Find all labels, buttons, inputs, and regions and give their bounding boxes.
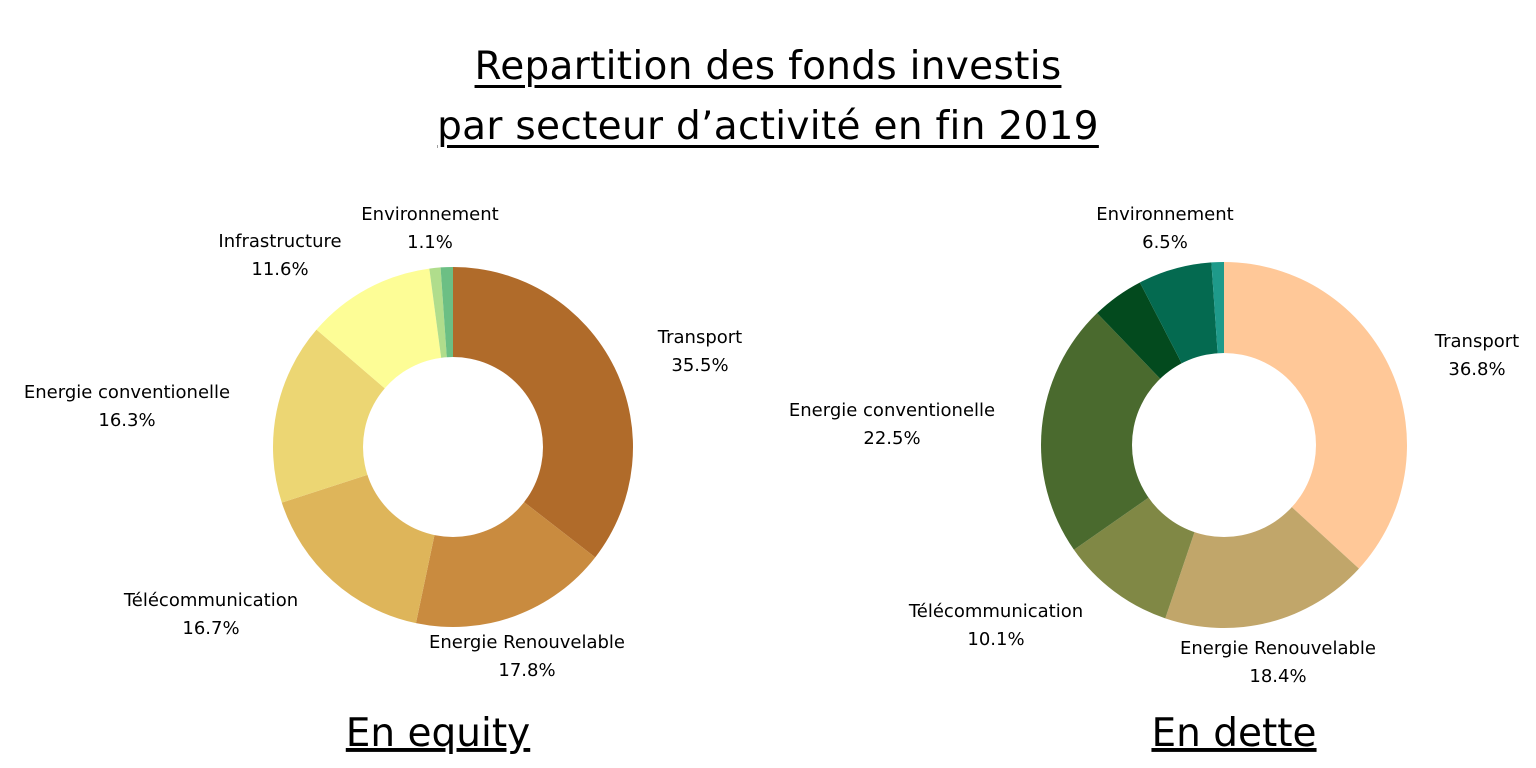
donut-hole: [1132, 353, 1316, 537]
slice-value-telecommunication: 16.7%: [182, 618, 239, 639]
slice-value-infrastructure: 11.6%: [251, 259, 308, 280]
slice-label-energie-conventionelle: Energie conventionelle: [24, 382, 230, 403]
slice-value-telecommunication: 10.1%: [967, 629, 1024, 650]
slice-energie-conventionelle: [1041, 313, 1224, 550]
slice-transport: [1224, 262, 1407, 569]
slice-value-transport: 36.8%: [1448, 359, 1505, 380]
slice-label-environnement: Environnement: [361, 204, 498, 225]
chart-subtitle-dette: En dette: [1151, 711, 1316, 756]
slice-value-energie-conventionelle: 22.5%: [863, 428, 920, 449]
slice-label-infrastructure: Infrastructure: [218, 231, 341, 252]
slice-value-environnement: 1.1%: [407, 232, 453, 253]
slice-label-transport: Transport: [657, 327, 742, 348]
slice-value-transport: 35.5%: [671, 355, 728, 376]
chart-subtitle-equity: En equity: [346, 711, 530, 756]
slice-label-telecommunication: Télécommunication: [908, 601, 1083, 622]
slice-label-energie-conventionelle: Energie conventionelle: [789, 400, 995, 421]
slice-transport: [453, 267, 633, 558]
slice-label-energie-renouvelable: Energie Renouvelable: [1180, 638, 1376, 659]
slice-value-energie-conventionelle: 16.3%: [98, 410, 155, 431]
donut-chart-dette: Transport 36.8% Energie Renouvelable 18.…: [789, 204, 1519, 756]
chart-title-line-2: par secteur d’activité en fin 2019: [437, 104, 1099, 149]
slice-value-energie-renouvelable: 18.4%: [1249, 666, 1306, 687]
slice-value-environnement: 6.5%: [1142, 232, 1188, 253]
slice-label-energie-renouvelable: Energie Renouvelable: [429, 632, 625, 653]
slice-label-environnement: Environnement: [1096, 204, 1233, 225]
slice-value-energie-renouvelable: 17.8%: [498, 660, 555, 681]
slice-label-telecommunication: Télécommunication: [123, 590, 298, 611]
donut-hole: [363, 357, 543, 537]
donut-chart-equity: Transport 35.5% Energie Renouvelable 17.…: [24, 204, 742, 756]
chart-title-line-1: Repartition des fonds investis: [474, 44, 1062, 89]
slice-label-transport: Transport: [1434, 331, 1519, 352]
